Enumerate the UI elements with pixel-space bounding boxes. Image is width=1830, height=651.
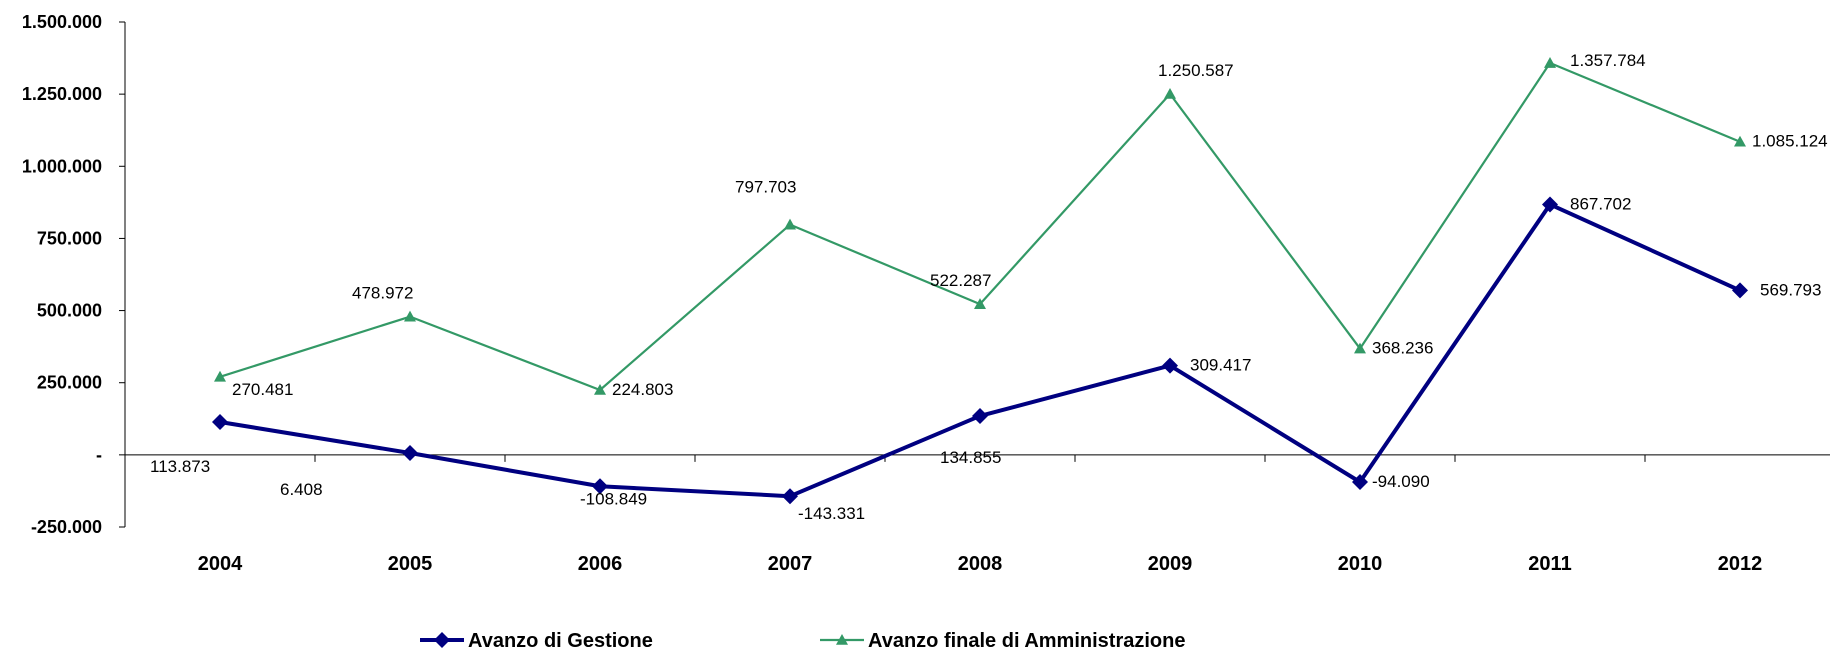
legend-label: Avanzo di Gestione — [468, 630, 653, 651]
y-tick-label: 500.000 — [37, 301, 102, 321]
data-label: -94.090 — [1372, 472, 1430, 491]
data-label: 224.803 — [612, 380, 673, 399]
data-point — [214, 370, 226, 382]
legend-label: Avanzo finale di Amministrazione — [868, 630, 1185, 651]
data-point — [1734, 135, 1746, 147]
data-point — [784, 218, 796, 230]
y-tick-label: 750.000 — [37, 228, 102, 248]
data-label: 522.287 — [930, 271, 991, 290]
series-line — [219, 61, 1741, 392]
data-label: 478.972 — [352, 284, 413, 303]
y-tick-label: 1.000.000 — [22, 156, 102, 176]
data-label: -108.849 — [580, 489, 647, 508]
series-layer — [212, 57, 1748, 505]
data-point — [592, 478, 608, 495]
data-label: 368.236 — [1372, 339, 1433, 358]
data-label: 797.703 — [735, 178, 796, 197]
data-label: 1.250.587 — [1158, 61, 1234, 80]
x-tick-label: 2010 — [1338, 553, 1383, 575]
y-tick-label: 1.250.000 — [22, 84, 102, 104]
data-label: 113.873 — [150, 457, 210, 476]
data-point — [1544, 57, 1556, 68]
data-point — [974, 298, 986, 309]
data-label: 569.793 — [1760, 280, 1821, 299]
x-tick-label: 2012 — [1718, 553, 1763, 575]
x-tick-label: 2005 — [388, 553, 433, 575]
data-label: 134.855 — [940, 448, 1001, 467]
data-label: 1.085.124 — [1752, 132, 1828, 151]
data-label: 6.408 — [280, 480, 323, 499]
legend-marker — [434, 632, 450, 648]
legend-item: Avanzo finale di Amministrazione — [820, 630, 1185, 651]
x-tick-label: 2006 — [578, 553, 623, 575]
x-tick-label: 2009 — [1148, 553, 1193, 575]
data-point — [404, 310, 416, 322]
legend-marker — [836, 634, 848, 645]
data-label: 270.481 — [232, 380, 293, 399]
series-avanzo-finale-di-amministrazione — [214, 57, 1746, 395]
data-label: 1.357.784 — [1570, 51, 1646, 70]
data-point — [972, 407, 988, 424]
data-point — [1162, 357, 1178, 374]
x-tick-label: 2004 — [198, 553, 243, 575]
data-point — [1354, 342, 1366, 354]
data-labels: 113.873 6.408 -108.849 -143.331 134.855 309.4… — [150, 51, 1828, 523]
data-point — [1352, 474, 1368, 491]
x-tick-label: 2007 — [768, 553, 813, 575]
data-point — [402, 445, 418, 462]
data-point — [212, 413, 228, 430]
y-tick-label: 1.500.000 — [22, 12, 102, 32]
x-tick-label: 2011 — [1528, 553, 1571, 575]
legend: Avanzo di Gestione Avanzo finale di Ammin… — [420, 630, 1185, 651]
data-label: 867.702 — [1570, 194, 1631, 213]
data-point — [1732, 282, 1748, 299]
data-label: -143.331 — [798, 504, 865, 523]
data-point — [782, 488, 798, 505]
legend-item: Avanzo di Gestione — [420, 630, 653, 651]
axes: 1.500.000 1.250.000 1.000.000 750.000 500.00… — [22, 12, 1830, 575]
data-point — [1164, 87, 1176, 99]
y-tick-label: 250.000 — [37, 373, 102, 393]
y-tick-label: - — [96, 445, 102, 465]
x-tick-label: 2008 — [958, 553, 1003, 575]
series-avanzo-di-gestione — [212, 196, 1748, 505]
data-label: 309.417 — [1190, 356, 1251, 375]
data-point — [594, 383, 606, 395]
y-tick-label: -250.000 — [31, 517, 102, 537]
data-point — [1542, 196, 1558, 213]
